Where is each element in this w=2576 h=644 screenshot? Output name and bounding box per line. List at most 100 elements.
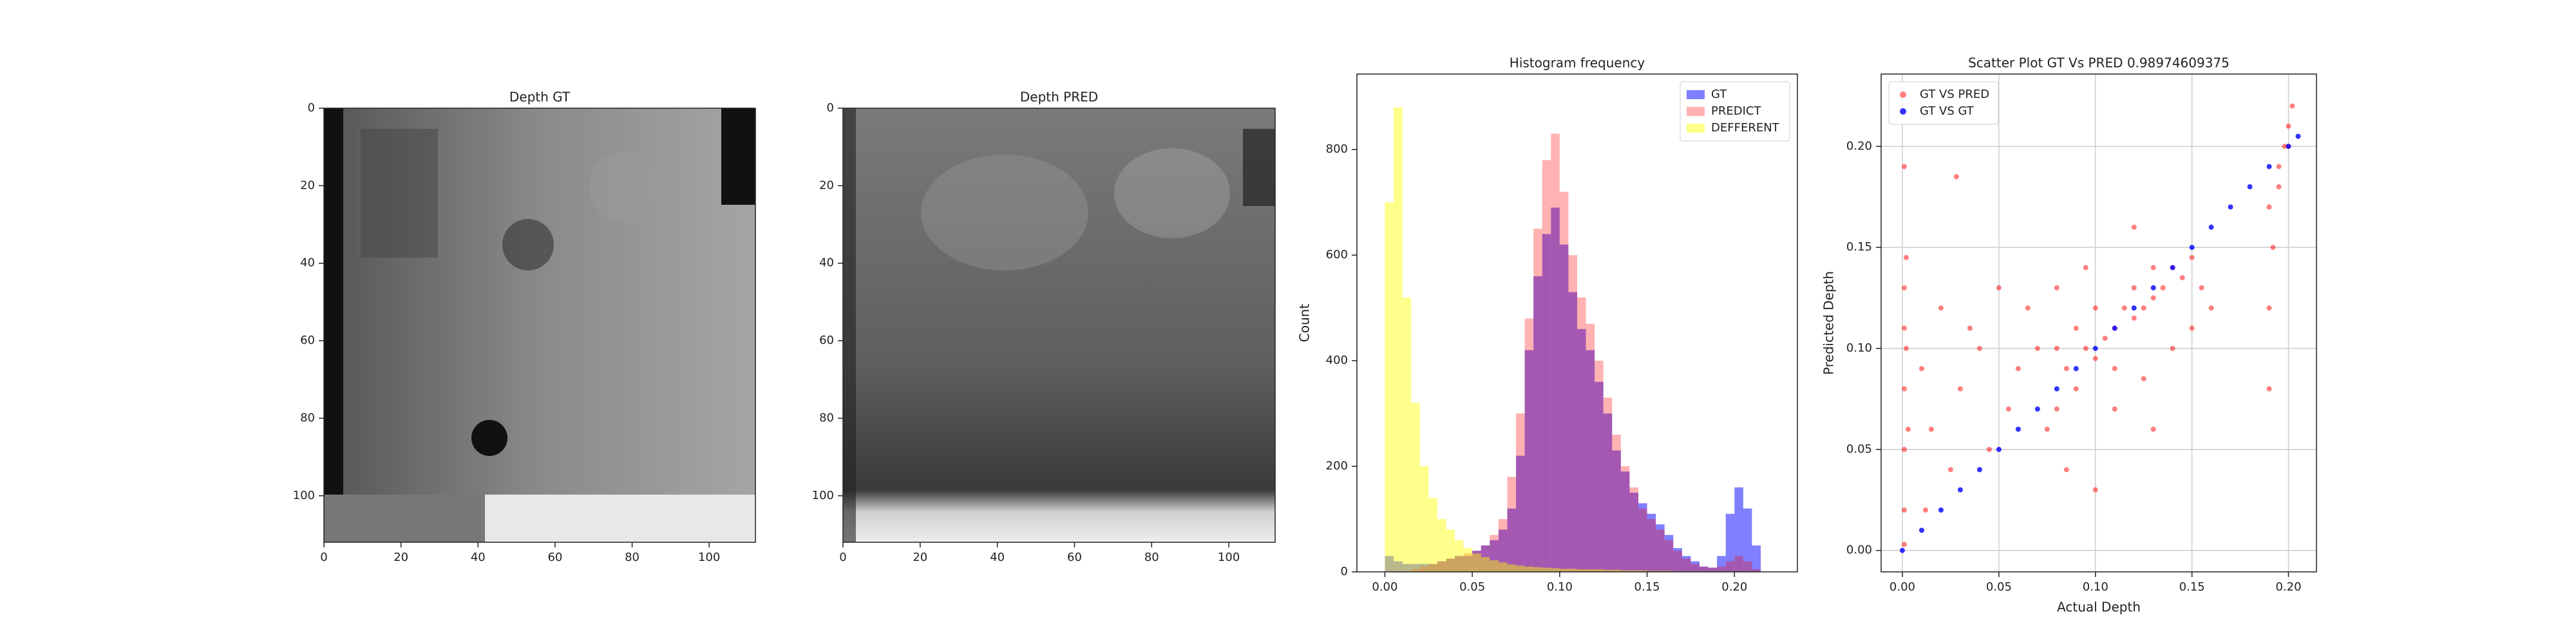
y-tick-label: 0 — [1341, 565, 1348, 578]
hist-bar — [1629, 487, 1638, 572]
scatter-point — [1918, 366, 1924, 372]
scatter-point — [2131, 285, 2137, 290]
hist-bar — [1411, 564, 1420, 572]
hist-bar — [1455, 540, 1464, 572]
legend-label: GT VS GT — [1920, 104, 1975, 118]
scatter-point — [2141, 376, 2146, 382]
scatter-point — [2150, 265, 2156, 270]
hist-bar — [1656, 571, 1665, 572]
x-tick-label: 0 — [320, 551, 327, 564]
x-tick-label: 0.15 — [2179, 580, 2205, 594]
scatter-point — [1922, 507, 1928, 513]
scatter-point — [2034, 346, 2040, 352]
hist-bar — [1428, 498, 1437, 572]
hist-bar — [1752, 545, 1761, 572]
hist-bar — [1586, 569, 1595, 572]
scatter-point — [1938, 305, 1944, 311]
legend-marker — [1900, 91, 1906, 98]
x-tick-label: 40 — [471, 551, 486, 564]
hist-bar — [1700, 566, 1709, 572]
y-axis-label: Count — [1297, 304, 1312, 343]
scatter-point — [1918, 527, 1924, 533]
scatter-point — [2121, 305, 2127, 311]
y-tick-label: 40 — [819, 256, 834, 270]
hist-bar — [1725, 513, 1735, 572]
hist-bar — [1446, 558, 1455, 572]
hist-bar — [1507, 564, 1516, 572]
scatter-point — [2286, 123, 2291, 129]
hist-bar — [1385, 202, 1394, 572]
scatter-point — [2112, 366, 2117, 372]
scatter-point — [1901, 164, 1907, 169]
x-tick-label: 20 — [393, 551, 408, 564]
scatter-point — [1899, 547, 1905, 553]
hist-bar — [1446, 529, 1455, 572]
x-tick-label: 0.05 — [1986, 580, 2012, 594]
axes-frame — [323, 108, 756, 543]
hist-bar — [1559, 569, 1569, 572]
hist-bar — [1673, 551, 1682, 572]
legend-label: GT VS PRED — [1920, 88, 1989, 101]
chart-title: Scatter Plot GT Vs PRED 0.98974609375 — [1968, 55, 2230, 71]
scatter-point — [1967, 325, 1973, 331]
hist-bar — [1559, 244, 1569, 572]
hist-bar — [1551, 207, 1560, 572]
scatter-point — [2289, 103, 2295, 109]
scatter-point — [2282, 144, 2287, 149]
scatter-point — [2063, 366, 2069, 372]
y-tick-label: 0.10 — [1846, 341, 1872, 355]
hist-bar — [1612, 569, 1621, 572]
scatter-point — [2270, 245, 2276, 251]
scatter-point — [2112, 406, 2117, 412]
y-tick-label: 0 — [827, 101, 834, 115]
scatter-point — [2266, 386, 2272, 392]
legend-label: GT — [1711, 88, 1727, 101]
scatter-point — [2228, 204, 2233, 210]
hist-bar — [1428, 564, 1437, 572]
hist-bar — [1734, 487, 1743, 572]
hist-bar — [1533, 276, 1542, 572]
hist-bar — [1743, 508, 1752, 572]
x-tick-label: 0.05 — [1459, 580, 1485, 594]
hist-bar — [1717, 566, 1726, 572]
hist-bar — [1507, 508, 1516, 572]
legend-swatch — [1687, 107, 1705, 116]
hist-bar — [1647, 513, 1656, 572]
hist-bar — [1734, 556, 1743, 572]
hist-bar — [1647, 519, 1656, 572]
scatter-point — [2044, 426, 2050, 432]
scatter-point — [1947, 467, 1953, 473]
hist-bar — [1647, 571, 1656, 572]
scatter-point — [2266, 164, 2272, 169]
hist-bar — [1411, 402, 1420, 572]
hist-bar — [1472, 551, 1481, 572]
legend-box — [1680, 81, 1790, 142]
hist-bar — [1595, 381, 1604, 572]
hist-bar — [1620, 466, 1630, 572]
hist-bar — [1629, 493, 1638, 572]
scatter-point — [1928, 426, 1934, 432]
scatter-point — [2102, 336, 2108, 341]
depth-gt-image — [324, 108, 755, 542]
hist-bar — [1533, 229, 1542, 573]
hist-bar — [1586, 350, 1595, 572]
y-tick-label: 0.15 — [1846, 240, 1872, 254]
hist-bar — [1507, 477, 1516, 572]
y-tick-label: 100 — [293, 489, 315, 502]
hist-bar — [1568, 292, 1577, 572]
scatter-point — [1901, 446, 1907, 452]
scatter-point — [1986, 446, 1992, 452]
chart-title: Depth PRED — [1020, 90, 1098, 105]
y-tick-label: 0 — [308, 101, 315, 115]
x-tick-label: 0.00 — [1889, 580, 1915, 594]
scatter-point — [2015, 426, 2021, 432]
hist-bar — [1455, 556, 1464, 572]
scatter-point — [2189, 254, 2195, 260]
x-tick-label: 100 — [698, 551, 720, 564]
scatter-point — [2092, 487, 2098, 493]
y-tick-label: 200 — [1326, 459, 1348, 473]
hist-bar — [1463, 553, 1473, 572]
hist-bar — [1638, 503, 1647, 572]
